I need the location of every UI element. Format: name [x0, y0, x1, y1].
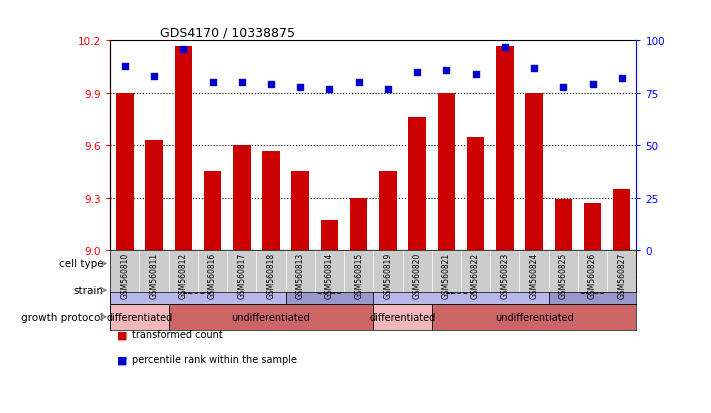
Bar	[110, 304, 169, 330]
Text: GSM560823: GSM560823	[501, 253, 509, 299]
Text: GDS4170 / 10338875: GDS4170 / 10338875	[160, 26, 295, 39]
Bar	[262, 151, 279, 251]
Bar	[174, 47, 192, 251]
Text: ■: ■	[117, 354, 128, 364]
Bar	[373, 304, 432, 330]
Bar	[233, 146, 250, 251]
Bar	[145, 141, 163, 251]
Bar	[321, 221, 338, 251]
Text: ■: ■	[117, 330, 128, 339]
Bar	[286, 277, 373, 304]
Text: adult stem cells: adult stem cells	[466, 259, 544, 269]
Text: growth protocol: growth protocol	[21, 312, 103, 322]
Point	[149, 74, 160, 80]
Text: 129SV: 129SV	[182, 285, 213, 295]
Bar	[204, 172, 221, 251]
Point	[528, 65, 540, 72]
Point	[324, 86, 335, 93]
Point	[470, 71, 481, 78]
Text: undifferentiated: undifferentiated	[232, 312, 310, 322]
Text: GSM560813: GSM560813	[296, 253, 305, 299]
Text: undifferentiated: undifferentiated	[495, 312, 573, 322]
Bar	[613, 190, 631, 251]
Point	[499, 44, 510, 51]
Bar	[496, 47, 513, 251]
Bar	[555, 200, 572, 251]
Bar	[110, 251, 373, 277]
Text: GSM560810: GSM560810	[120, 253, 129, 299]
Bar	[110, 277, 286, 304]
Point	[557, 84, 569, 90]
Text: GSM560827: GSM560827	[617, 253, 626, 299]
Point	[119, 63, 131, 70]
Point	[587, 82, 598, 88]
Text: 129SV: 129SV	[445, 285, 476, 295]
Point	[616, 76, 627, 82]
Point	[412, 69, 423, 76]
Text: Stra8: Stra8	[579, 285, 606, 295]
Point	[207, 80, 218, 86]
Text: transformed count: transformed count	[132, 330, 223, 339]
Bar	[379, 172, 397, 251]
Bar	[169, 304, 373, 330]
Bar	[525, 94, 542, 251]
Text: GSM560825: GSM560825	[559, 253, 568, 299]
Bar	[549, 277, 636, 304]
Text: embryonic stem cells: embryonic stem cells	[190, 259, 294, 269]
Point	[236, 80, 247, 86]
Bar	[116, 94, 134, 251]
Text: GSM560814: GSM560814	[325, 253, 334, 299]
Text: strain: strain	[73, 285, 103, 295]
Text: GSM560819: GSM560819	[383, 253, 392, 299]
Bar	[292, 172, 309, 251]
Text: GSM560817: GSM560817	[237, 253, 246, 299]
Text: GSM560821: GSM560821	[442, 253, 451, 299]
Point	[441, 67, 452, 74]
Text: GSM560822: GSM560822	[471, 253, 480, 299]
Point	[178, 46, 189, 53]
Text: percentile rank within the sample: percentile rank within the sample	[132, 354, 296, 364]
Bar	[467, 137, 484, 251]
Point	[265, 82, 277, 88]
Bar	[584, 204, 602, 251]
Text: differentiated: differentiated	[370, 312, 436, 322]
Text: Stra8: Stra8	[316, 285, 343, 295]
Text: GSM560818: GSM560818	[267, 253, 275, 299]
Point	[294, 84, 306, 90]
Point	[383, 86, 394, 93]
Text: GSM560824: GSM560824	[530, 253, 538, 299]
Text: GSM560811: GSM560811	[149, 253, 159, 299]
Bar	[373, 251, 636, 277]
Point	[353, 80, 364, 86]
Bar	[350, 198, 368, 251]
Bar	[373, 277, 549, 304]
Text: GSM560826: GSM560826	[588, 253, 597, 299]
Text: GSM560820: GSM560820	[412, 253, 422, 299]
Text: GSM560816: GSM560816	[208, 253, 217, 299]
Text: GSM560812: GSM560812	[178, 253, 188, 299]
Text: cell type: cell type	[58, 259, 103, 269]
Bar	[432, 304, 636, 330]
Text: GSM560815: GSM560815	[354, 253, 363, 299]
Bar	[408, 118, 426, 251]
Text: differentiated: differentiated	[107, 312, 173, 322]
Bar	[437, 94, 455, 251]
